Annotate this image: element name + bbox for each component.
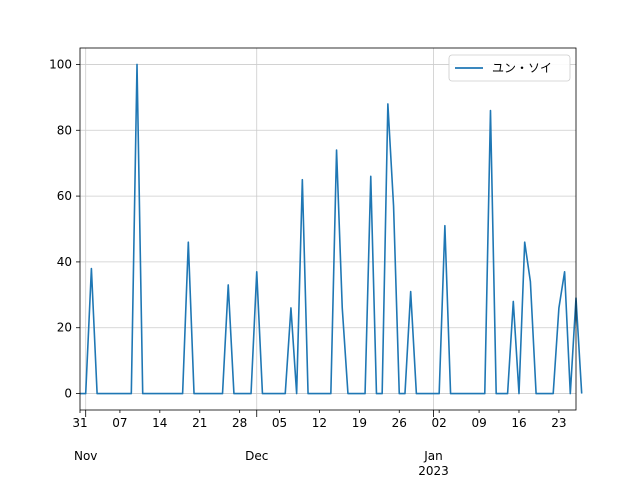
y-tick-label: 0 — [64, 387, 72, 401]
y-tick-label: 20 — [57, 321, 72, 335]
legend-label: ユン・ソイ — [492, 61, 552, 75]
x-tick-label: 14 — [152, 416, 167, 430]
x-tick-label: 19 — [352, 416, 367, 430]
series-layer — [80, 63, 583, 395]
y-tick-label: 60 — [57, 189, 72, 203]
legend-box — [448, 54, 571, 82]
x-tick-label: 12 — [312, 416, 327, 430]
y-tick-label: 100 — [49, 57, 72, 71]
x-tick-label: 09 — [471, 416, 486, 430]
x-tick-label: 28 — [232, 416, 247, 430]
axis-ticks — [76, 64, 560, 417]
series-line — [80, 63, 583, 395]
x-month-label: Dec — [245, 449, 268, 463]
x-tick-label: 26 — [392, 416, 407, 430]
axis-labels: 0 20 40 60 80 100 31 07 14 21 28 05 12 19 26 02 09 16 23 No… — [49, 57, 566, 478]
x-tick-label: 07 — [112, 416, 127, 430]
x-tick-label: 16 — [511, 416, 526, 430]
x-month-label: Nov — [74, 449, 97, 463]
y-tick-label: 80 — [57, 123, 72, 137]
x-tick-label: 23 — [551, 416, 566, 430]
x-year-label: 2023 — [418, 464, 449, 478]
x-tick-label: 02 — [432, 416, 447, 430]
legend: ユン・ソイ — [448, 54, 571, 82]
x-tick-label: 31 — [72, 416, 87, 430]
x-tick-label: 21 — [192, 416, 207, 430]
x-month-label: Jan — [423, 449, 443, 463]
y-tick-label: 40 — [57, 255, 72, 269]
plot-frame — [79, 47, 577, 411]
grid — [80, 48, 576, 410]
x-tick-label: 05 — [272, 416, 287, 430]
